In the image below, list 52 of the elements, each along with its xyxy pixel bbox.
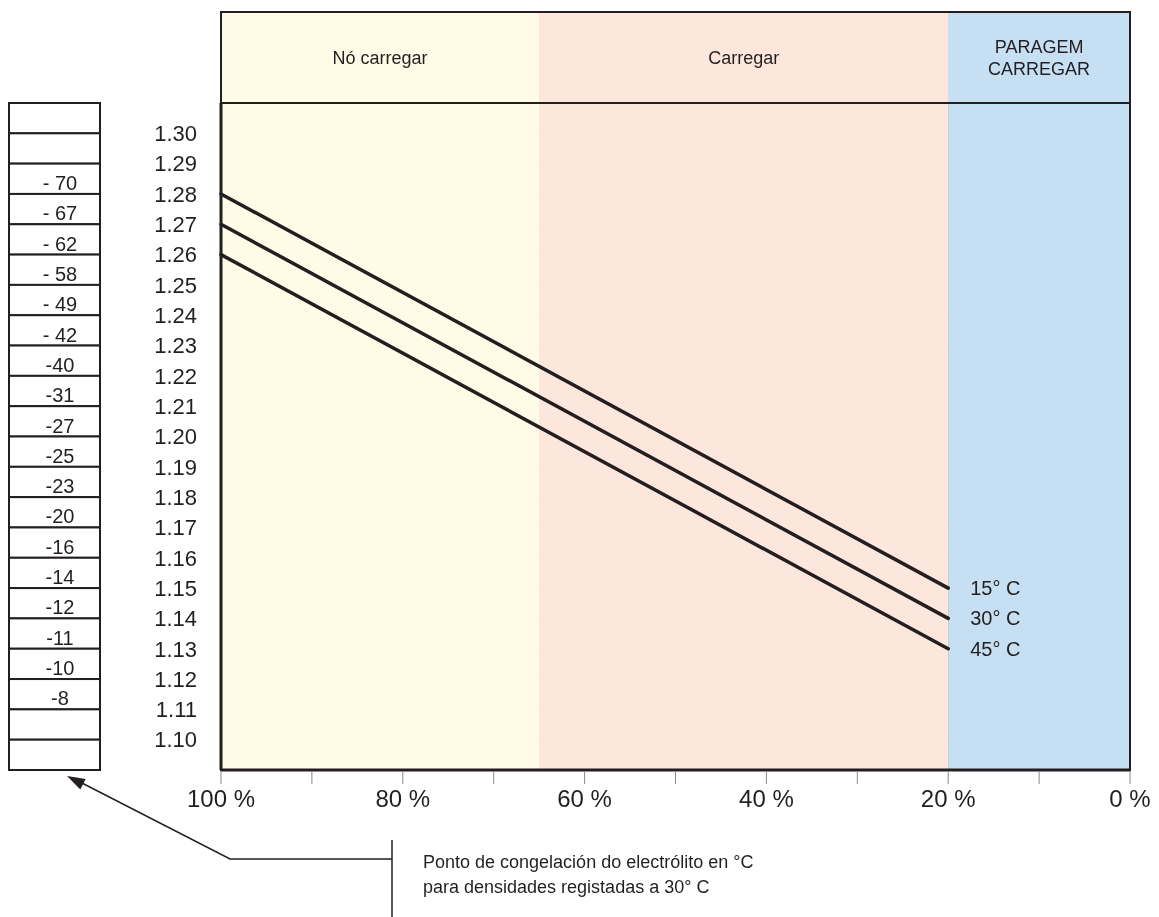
x-tick-label: 40 %	[739, 785, 794, 813]
y-tick-label: 1.18	[154, 484, 197, 510]
x-tick-label: 0 %	[1109, 785, 1151, 813]
y-tick-label: 1.27	[154, 212, 197, 238]
category-label: -31	[45, 384, 75, 407]
y-tick-label: 1.14	[154, 606, 197, 632]
category-label: -14	[45, 566, 75, 589]
y-tick-label: 1.13	[154, 636, 197, 662]
series-label: 15° C	[970, 577, 1021, 600]
category-label: -16	[45, 535, 75, 558]
category-label: - 67	[42, 202, 78, 225]
category-label: - 62	[42, 232, 78, 255]
x-tick-label: 80 %	[375, 785, 431, 813]
category-label: -12	[45, 596, 75, 619]
y-tick-label: 1.28	[154, 181, 197, 207]
category-label: -23	[45, 475, 75, 498]
y-tick-label: 1.12	[154, 666, 197, 692]
x-tick-label: 20 %	[920, 785, 976, 813]
text: Ponto de congelación do electrólito en °C para densidades registadas a 30° C	[423, 851, 754, 899]
band-label: Carregar	[708, 46, 780, 69]
category-label: -11	[46, 626, 74, 649]
y-tick-label: 1.11	[155, 697, 197, 723]
y-tick-label: 1.10	[154, 727, 197, 753]
y-tick-label: 1.20	[154, 424, 197, 450]
y-tick-label: 1.16	[154, 545, 197, 571]
y-tick-label: 1.25	[154, 272, 197, 298]
category-label: -10	[45, 657, 75, 680]
category-label: -27	[45, 414, 75, 437]
category-label: - 58	[42, 262, 78, 285]
y-tick-label: 1.21	[154, 393, 197, 419]
series-label: 30° C	[970, 607, 1021, 630]
category-label: -25	[45, 444, 75, 467]
band-label: PARAGEM CARREGAR	[987, 35, 1092, 80]
band-label: Nó carregar	[332, 46, 428, 69]
y-tick-label: 1.26	[154, 242, 197, 268]
series-label: 45° C	[970, 637, 1021, 660]
y-tick-label: 1.19	[154, 454, 197, 480]
x-tick-label: 60 %	[557, 785, 612, 813]
category-label: -40	[45, 353, 75, 376]
y-tick-label: 1.17	[154, 515, 197, 541]
x-tick-label: 100 %	[186, 785, 256, 813]
category-label: - 49	[42, 293, 78, 316]
category-label: - 70	[42, 171, 78, 194]
y-tick-label: 1.29	[154, 151, 197, 177]
y-tick-label: 1.30	[154, 121, 197, 147]
y-tick-label: 1.24	[154, 303, 197, 329]
y-tick-label: 1.15	[154, 575, 197, 601]
category-label: -8	[51, 687, 69, 710]
category-label: -20	[45, 505, 75, 528]
y-tick-label: 1.23	[154, 333, 197, 359]
category-label: - 42	[42, 323, 78, 346]
y-tick-label: 1.22	[154, 363, 197, 389]
